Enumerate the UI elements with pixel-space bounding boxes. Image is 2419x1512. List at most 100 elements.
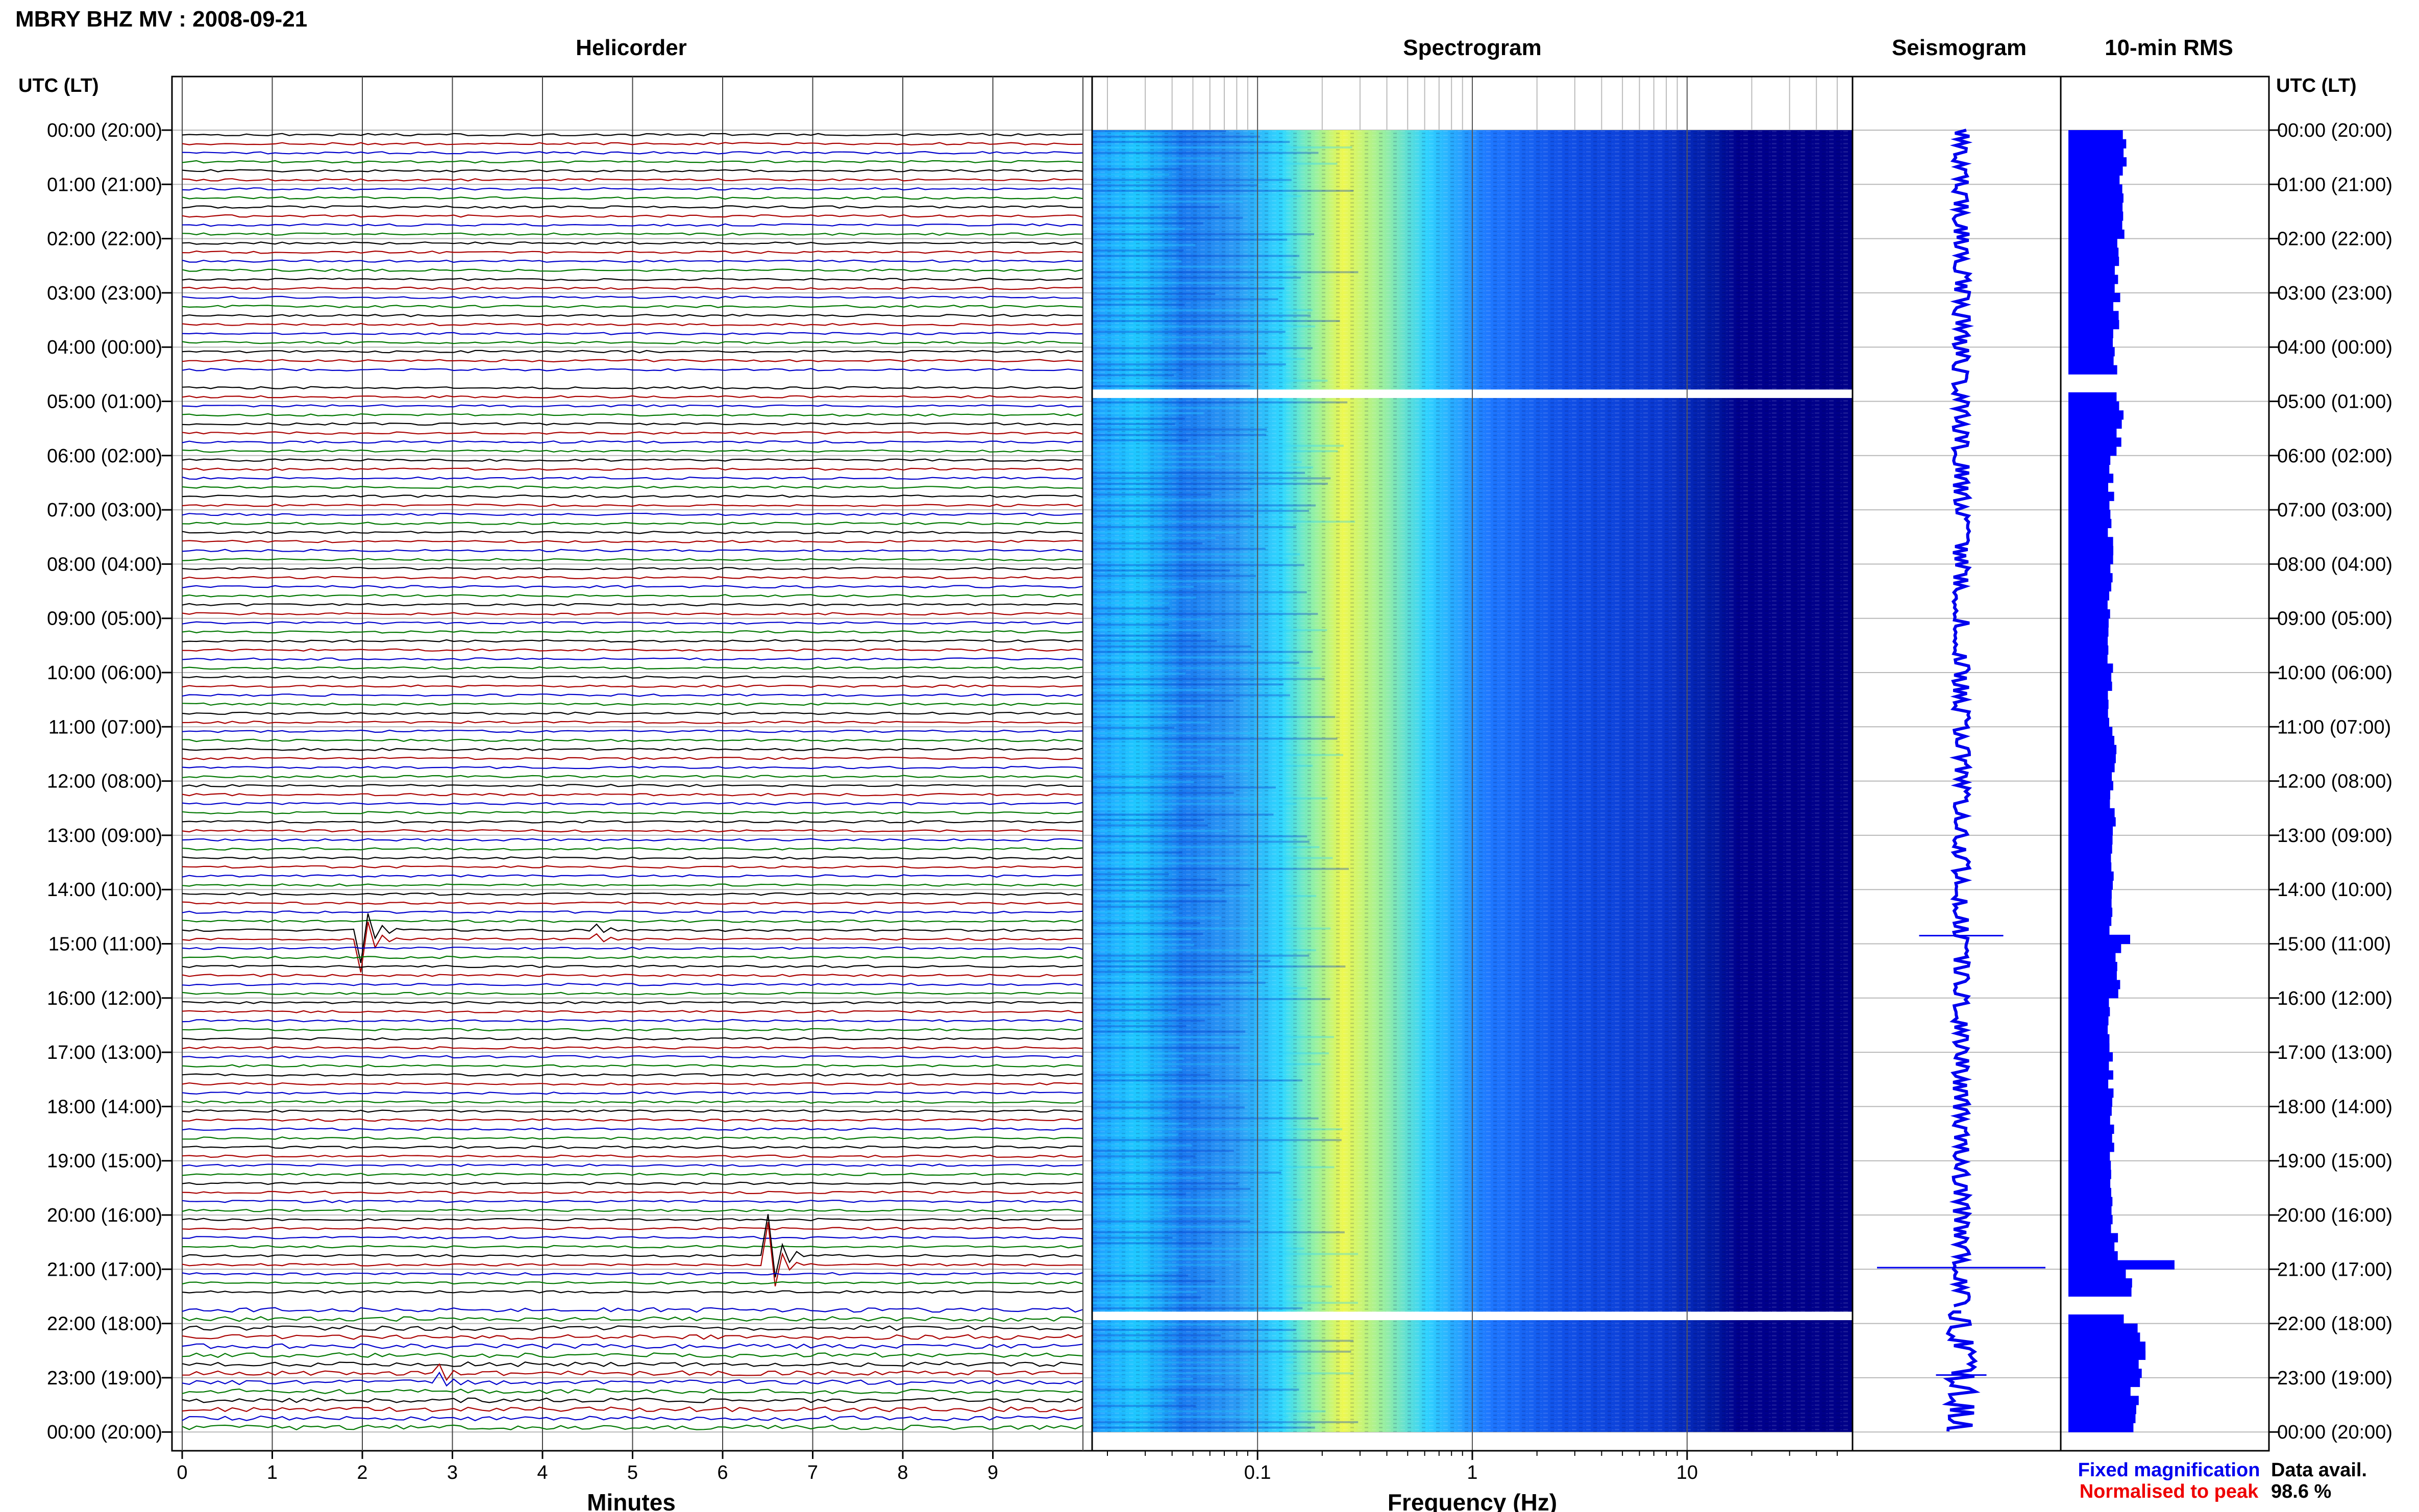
spectrogram-streak	[1092, 700, 1234, 702]
time-tick-label-right: 13:00 (09:00)	[2277, 825, 2392, 847]
helicorder-trace	[182, 982, 1083, 986]
rms-bar	[2068, 1215, 2113, 1225]
rms-bar	[2068, 889, 2112, 899]
time-tick-label-left: 15:00 (11:00)	[48, 934, 162, 955]
spectrogram-streak	[1092, 1068, 1182, 1071]
rms-bar	[2068, 1116, 2110, 1125]
spectrogram-streak	[1092, 358, 1305, 360]
spectrogram-streak	[1092, 472, 1305, 474]
rms-bar	[2068, 1233, 2118, 1243]
helicorder-trace	[182, 467, 1083, 471]
rms-bar	[2068, 690, 2108, 700]
spectrogram-streak	[1092, 591, 1307, 593]
helicorder-trace	[182, 549, 1083, 553]
spectrogram-streak	[1092, 873, 1169, 876]
spectrogram-streak	[1092, 173, 1169, 176]
spectrogram-streak	[1092, 195, 1302, 197]
time-tick-label-left: 20:00 (16:00)	[47, 1205, 162, 1226]
time-tick-label-left: 04:00 (00:00)	[47, 337, 162, 358]
helicorder-trace	[182, 1245, 1083, 1249]
rms-bar	[2068, 392, 2117, 402]
rms-bar	[2068, 916, 2112, 926]
spectrogram-streak	[1092, 813, 1274, 816]
time-tick-label-right: 14:00 (10:00)	[2277, 879, 2392, 901]
rms-bar	[2068, 1079, 2109, 1089]
rms-bar	[2068, 501, 2110, 510]
spectrogram-streak	[1092, 1128, 1343, 1130]
spectrogram-streak	[1092, 1193, 1186, 1196]
spectrogram-streak	[1092, 255, 1300, 257]
helicorder-trace	[182, 921, 1083, 973]
rms-bar	[2068, 1350, 2146, 1360]
minute-tick-label: 0	[177, 1462, 187, 1483]
time-tick-label-right: 16:00 (12:00)	[2277, 988, 2392, 1009]
rms-bar	[2068, 184, 2122, 194]
frequency-tick-label: 0.1	[1244, 1462, 1271, 1483]
rms-bar	[2068, 636, 2108, 646]
helicorder-trace	[182, 422, 1083, 426]
frequency-axis-label: Frequency (Hz)	[1388, 1489, 1557, 1512]
rms-bar	[2068, 275, 2118, 284]
time-tick-label-left: 07:00 (03:00)	[47, 500, 162, 521]
frequency-tick-label: 1	[1467, 1462, 1477, 1483]
helicorder-trace	[182, 883, 1083, 887]
spectrogram-streak	[1092, 1052, 1329, 1055]
rms-bar	[2068, 926, 2110, 935]
spectrogram-streak	[1092, 1356, 1297, 1358]
spectrogram-streak	[1092, 862, 1240, 865]
time-tick-label-left: 02:00 (22:00)	[47, 229, 162, 250]
time-tick-label-right: 03:00 (23:00)	[2277, 283, 2392, 304]
rms-bar	[2068, 1151, 2110, 1161]
spectrogram-streak	[1092, 1410, 1326, 1412]
rms-bar	[2068, 202, 2123, 212]
spectrogram-streak	[1092, 1421, 1359, 1423]
helicorder-trace	[182, 947, 1083, 950]
rms-bar	[2068, 220, 2122, 230]
rms-bar	[2068, 1043, 2110, 1053]
time-tick-label-right: 23:00 (19:00)	[2277, 1368, 2392, 1389]
rms-frame	[2060, 76, 2270, 1452]
spectrogram-streak	[1092, 1025, 1187, 1027]
rms-bar	[2068, 663, 2113, 673]
rms-bar	[2068, 1097, 2112, 1107]
spectrogram-streak	[1092, 1280, 1216, 1282]
spectrogram-streak	[1092, 1182, 1239, 1185]
helicorder-trace	[182, 630, 1083, 634]
time-tick-label-left: 11:00 (07:00)	[48, 716, 162, 738]
helicorder-trace	[182, 811, 1083, 814]
time-tick-label-right: 09:00 (05:00)	[2277, 608, 2392, 630]
rms-bar	[2068, 645, 2109, 655]
spectrogram-streak	[1092, 189, 1354, 192]
spectrogram-streak	[1092, 1144, 1192, 1147]
spectrogram-streak	[1092, 260, 1181, 263]
rms-bar	[2068, 1061, 2109, 1071]
spectrogram-streak	[1092, 1047, 1240, 1049]
time-tick-label-right: 08:00 (04:00)	[2277, 554, 2392, 575]
spectrogram-streak	[1092, 629, 1327, 631]
rms-bar	[2068, 166, 2123, 176]
helicorder-trace	[182, 1352, 1083, 1358]
time-tick-label-left: 08:00 (04:00)	[47, 554, 162, 575]
helicorder-trace	[182, 1136, 1083, 1140]
helicorder-trace	[182, 323, 1083, 327]
seismogram-trace	[1942, 129, 1981, 1432]
spectrogram-streak	[1092, 347, 1313, 350]
rms-bar	[2068, 600, 2108, 610]
rms-bar	[2068, 1323, 2138, 1333]
helicorder-trace	[182, 1191, 1083, 1195]
rms-bar	[2068, 1124, 2114, 1134]
spectrogram-streak	[1092, 678, 1325, 680]
spectrogram-streak	[1092, 618, 1213, 621]
time-tick-label-right: 17:00 (13:00)	[2277, 1042, 2392, 1063]
time-tick-label-right: 11:00 (07:00)	[2277, 716, 2391, 738]
spectrogram-streak	[1092, 363, 1286, 366]
spectrogram-streak	[1092, 352, 1267, 355]
spectrogram-streak	[1092, 1367, 1274, 1369]
rms-bar	[2068, 1251, 2118, 1261]
spectrogram-streak	[1092, 130, 1226, 132]
spectrogram-streak	[1092, 840, 1310, 843]
helicorder-trace	[182, 476, 1083, 480]
rms-bar	[2068, 1170, 2111, 1179]
spectrogram-streak	[1092, 889, 1225, 892]
spectrogram-streak	[1092, 1416, 1289, 1418]
